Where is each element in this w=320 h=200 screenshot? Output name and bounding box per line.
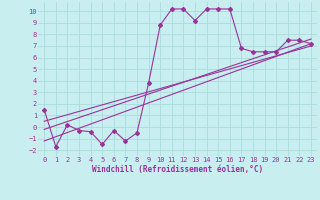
X-axis label: Windchill (Refroidissement éolien,°C): Windchill (Refroidissement éolien,°C) <box>92 165 263 174</box>
